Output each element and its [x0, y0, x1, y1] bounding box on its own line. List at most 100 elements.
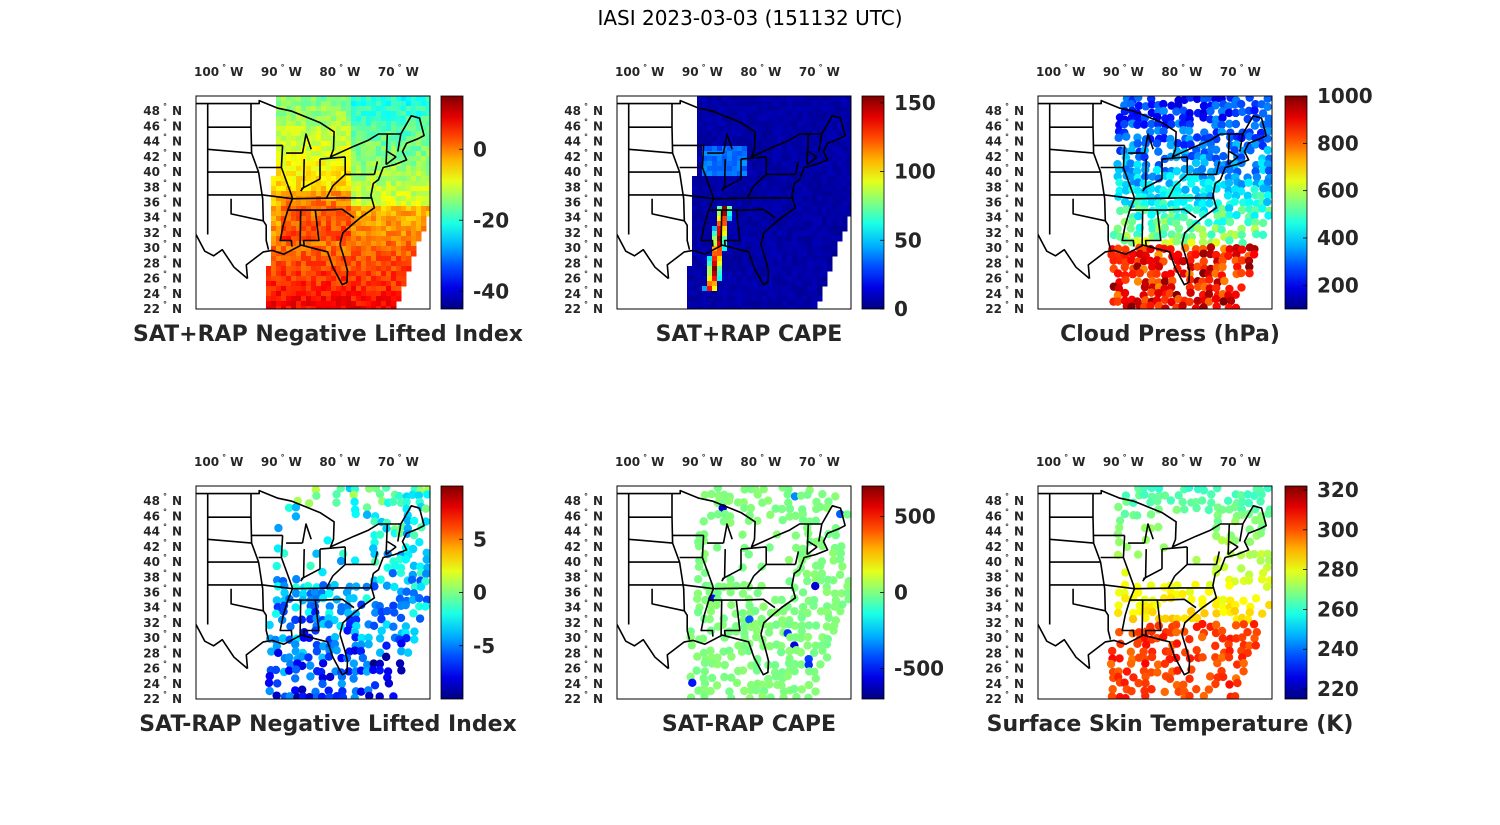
data-point — [326, 241, 332, 247]
data-point — [361, 196, 367, 202]
data-point — [326, 141, 332, 147]
data-point — [782, 236, 788, 242]
data-point — [822, 196, 828, 202]
data-point — [717, 176, 723, 182]
data-point — [305, 692, 314, 699]
data-point — [346, 221, 352, 227]
lat-tick-label: 46 — [564, 509, 581, 523]
data-point — [829, 576, 838, 585]
data-point — [847, 151, 851, 157]
data-point — [281, 141, 287, 147]
data-point — [702, 301, 708, 307]
degree-mark: ° — [163, 148, 167, 157]
data-point — [807, 221, 813, 227]
data-point — [817, 196, 823, 202]
data-point — [291, 512, 301, 521]
data-point — [822, 186, 828, 192]
data-point — [381, 211, 387, 217]
degree-mark: ° — [584, 675, 588, 684]
data-point — [742, 146, 748, 152]
data-point — [336, 166, 342, 172]
data-point — [1154, 621, 1163, 630]
data-point — [772, 271, 778, 277]
lat-tick-label: 36 — [564, 586, 581, 600]
colorbar-tick-label: -20 — [473, 208, 509, 232]
data-point — [350, 497, 359, 507]
data-point — [326, 201, 332, 207]
data-point — [426, 161, 430, 167]
lon-tick-label: 70 — [1220, 65, 1237, 79]
data-point — [697, 166, 703, 172]
colorbar — [861, 95, 885, 310]
data-point — [787, 201, 793, 207]
data-point — [361, 301, 367, 307]
data-point — [787, 166, 793, 172]
data-point — [752, 151, 758, 157]
data-point — [757, 201, 763, 207]
data-point — [707, 673, 717, 683]
data-point — [1200, 158, 1209, 168]
data-point — [1126, 99, 1136, 109]
data-swath-points — [266, 96, 430, 309]
data-point — [386, 216, 392, 222]
data-point — [381, 261, 387, 267]
data-point — [811, 581, 820, 591]
data-point — [802, 101, 808, 107]
data-point — [772, 166, 778, 172]
data-point — [291, 101, 297, 107]
lat-tick-label: 44 — [564, 525, 581, 539]
data-point — [702, 116, 708, 122]
data-point — [276, 306, 282, 309]
data-point — [812, 266, 818, 272]
border-line — [1239, 523, 1244, 542]
data-point — [371, 241, 377, 247]
data-point — [757, 106, 763, 112]
data-point — [396, 256, 402, 262]
lon-suffix: W — [230, 65, 243, 79]
data-point — [406, 216, 412, 222]
data-point — [712, 256, 718, 262]
data-point — [842, 221, 848, 227]
data-point — [356, 226, 362, 232]
data-point — [792, 692, 801, 699]
data-point — [1263, 145, 1272, 155]
data-point — [717, 106, 723, 112]
data-point — [341, 271, 347, 277]
data-point — [1192, 684, 1201, 694]
data-point — [809, 601, 818, 611]
data-point — [306, 256, 312, 262]
data-point — [1225, 211, 1234, 220]
data-point — [296, 131, 302, 137]
border-line — [721, 568, 742, 580]
data-point — [1114, 284, 1124, 293]
data-point — [391, 101, 397, 107]
data-point — [316, 246, 322, 252]
data-point — [346, 226, 352, 232]
data-point — [386, 106, 392, 112]
lat-suffix: N — [593, 256, 603, 270]
data-point — [386, 226, 392, 232]
data-point — [772, 286, 778, 292]
data-point — [742, 286, 748, 292]
degree-mark: ° — [339, 453, 343, 462]
data-point — [410, 627, 419, 636]
border-line — [721, 549, 726, 582]
data-point — [792, 236, 798, 242]
data-point — [409, 609, 418, 618]
data-point — [346, 121, 352, 127]
data-point — [832, 171, 838, 177]
data-point — [362, 503, 372, 512]
data-point — [356, 256, 362, 262]
data-point — [276, 261, 282, 267]
data-point — [349, 659, 359, 668]
data-point — [1191, 185, 1201, 195]
data-point — [783, 490, 792, 499]
data-point — [1237, 224, 1246, 234]
data-point — [331, 261, 337, 267]
data-point — [1252, 172, 1262, 182]
data-point — [1205, 672, 1215, 681]
degree-mark: ° — [163, 523, 167, 532]
data-point — [406, 96, 412, 102]
data-point — [396, 116, 402, 122]
data-point — [734, 641, 743, 650]
